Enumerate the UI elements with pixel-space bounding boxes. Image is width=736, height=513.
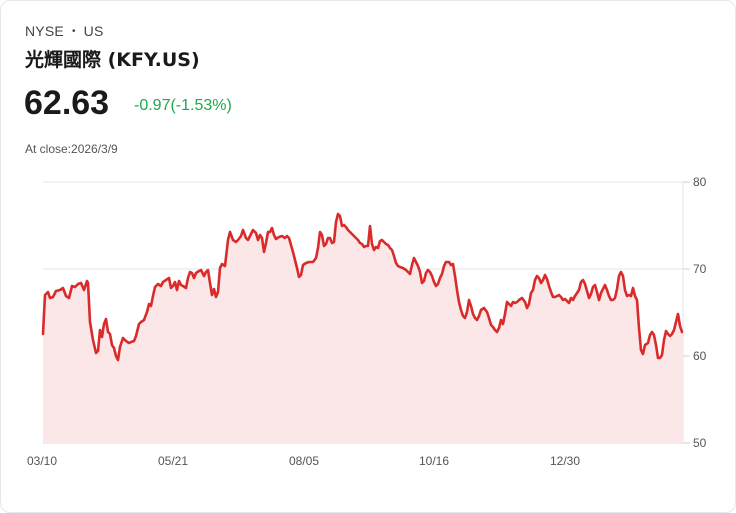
separator-dot: •: [71, 26, 76, 37]
x-tick-0805: 08/05: [289, 454, 319, 468]
y-tick-50: 50: [693, 436, 707, 450]
x-tick-1230: 12/30: [550, 454, 580, 468]
current-price: 62.63: [24, 84, 110, 122]
price-area-fill: [43, 214, 683, 443]
y-tick-70: 70: [693, 262, 707, 276]
price-change: -0.97(-1.53%): [134, 97, 232, 114]
y-axis-ticks: 80 70 60 50: [683, 175, 707, 450]
exchange-name: NYSE: [25, 23, 64, 39]
close-timestamp: At close:2026/3/9: [25, 142, 118, 156]
x-tick-0521: 05/21: [158, 454, 188, 468]
price-line: [41, 212, 684, 362]
x-tick-1016: 10/16: [419, 454, 449, 468]
x-tick-0310: 03/10: [27, 454, 57, 468]
market-name: US: [83, 23, 104, 39]
y-tick-60: 60: [693, 349, 707, 363]
x-axis-ticks: 03/10 05/21 08/05 10/16 12/30: [27, 454, 580, 468]
exchange-line: NYSE • US: [25, 23, 104, 39]
y-tick-80: 80: [693, 175, 707, 189]
stock-title: 光輝國際 (KFY.US): [25, 49, 200, 71]
